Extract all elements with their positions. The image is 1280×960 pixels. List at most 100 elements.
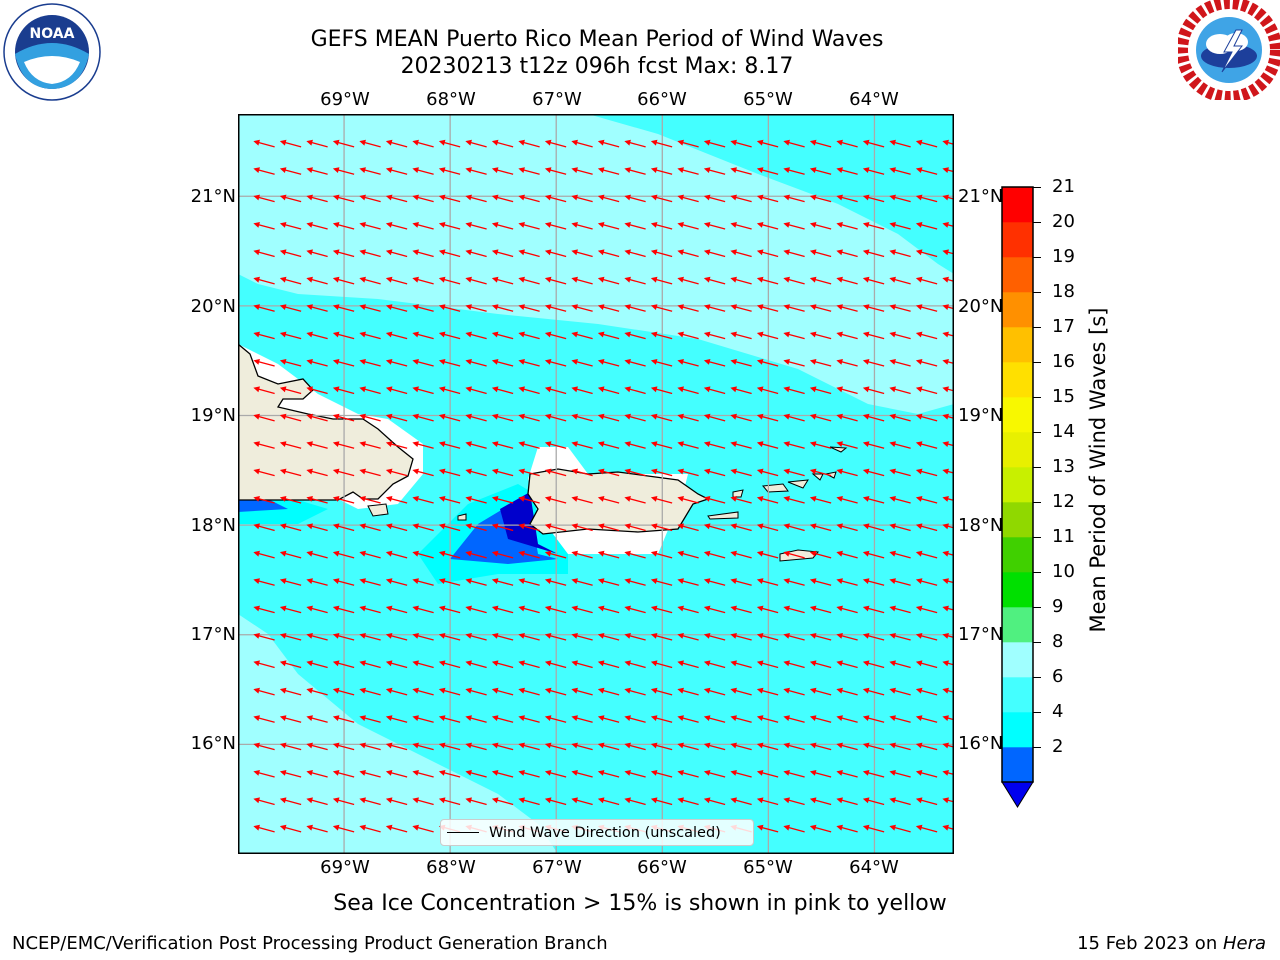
wind-wave-arrow bbox=[385, 167, 408, 175]
wind-wave-arrow bbox=[571, 167, 593, 175]
wind-wave-arrow bbox=[571, 249, 593, 258]
wind-wave-arrow bbox=[306, 468, 328, 477]
wind-wave-arrow bbox=[650, 605, 673, 614]
wind-wave-arrow bbox=[677, 249, 699, 258]
wind-wave-arrow bbox=[306, 578, 328, 586]
wind-wave-arrow bbox=[332, 715, 355, 723]
colorbar-tick-label: 10 bbox=[1052, 561, 1075, 582]
colorbar-tick-mark bbox=[1033, 326, 1041, 328]
wind-wave-arrow bbox=[253, 441, 275, 449]
wind-wave-arrow bbox=[491, 797, 514, 806]
wind-wave-arrow bbox=[544, 304, 567, 312]
wind-wave-arrow bbox=[624, 687, 646, 696]
wind-wave-arrow bbox=[730, 359, 752, 367]
wind-wave-arrow bbox=[438, 715, 461, 723]
wind-wave-arrow bbox=[889, 742, 911, 751]
wind-wave-arrow bbox=[889, 304, 911, 312]
wind-wave-arrow bbox=[730, 276, 752, 285]
wind-wave-arrow bbox=[836, 496, 858, 504]
wind-wave-arrow bbox=[253, 550, 275, 559]
wind-wave-arrow bbox=[703, 687, 726, 696]
vieques-island bbox=[707, 511, 739, 520]
wind-wave-arrow bbox=[597, 660, 620, 669]
wind-wave-arrow bbox=[703, 386, 726, 395]
wind-wave-arrow bbox=[571, 633, 593, 641]
wind-wave-arrow bbox=[889, 770, 911, 778]
wind-wave-arrow bbox=[836, 413, 858, 422]
wind-wave-arrow bbox=[862, 331, 885, 340]
wind-wave-arrow bbox=[412, 167, 434, 175]
colorbar-segment bbox=[1002, 467, 1033, 503]
wind-wave-arrow bbox=[253, 167, 275, 175]
wind-wave-arrow bbox=[518, 742, 540, 751]
lat-label-left: 21°N bbox=[190, 186, 236, 207]
wind-wave-arrow bbox=[279, 167, 302, 175]
wind-wave-arrow bbox=[279, 715, 302, 723]
wind-wave-arrow bbox=[756, 331, 779, 340]
lon-label-top: 69°W bbox=[320, 89, 370, 110]
footer-machine: Hera bbox=[1222, 933, 1266, 954]
lon-label-top: 66°W bbox=[637, 89, 687, 110]
wind-wave-arrow bbox=[438, 167, 461, 175]
wind-wave-arrow bbox=[253, 687, 275, 696]
wind-wave-arrow bbox=[597, 715, 620, 723]
wind-wave-arrow bbox=[385, 276, 408, 285]
wind-wave-arrow bbox=[359, 578, 381, 586]
wind-wave-arrow bbox=[465, 715, 487, 723]
lat-label-right: 16°N bbox=[958, 733, 1004, 754]
wind-wave-arrow bbox=[730, 222, 752, 230]
wind-wave-arrow bbox=[279, 139, 302, 148]
wind-wave-arrow bbox=[544, 496, 567, 504]
wind-wave-arrow bbox=[836, 167, 858, 175]
wind-wave-arrow bbox=[915, 496, 938, 504]
wind-wave-arrow bbox=[624, 578, 646, 586]
wind-wave-arrow bbox=[730, 441, 752, 449]
wind-wave-arrow bbox=[836, 770, 858, 778]
wind-wave-arrow bbox=[862, 276, 885, 285]
colorbar-segment bbox=[1002, 222, 1033, 258]
wind-wave-arrow bbox=[438, 249, 461, 258]
wind-wave-arrow bbox=[783, 331, 805, 340]
wind-wave-arrow bbox=[359, 687, 381, 696]
wind-wave-arrow bbox=[942, 331, 954, 340]
wind-wave-arrow bbox=[279, 633, 302, 641]
wind-wave-arrow bbox=[703, 304, 726, 312]
wind-wave-arrow bbox=[730, 194, 752, 203]
colorbar-tick-label: 8 bbox=[1052, 631, 1064, 652]
wind-wave-arrow bbox=[544, 715, 567, 723]
mona-island bbox=[457, 513, 467, 521]
wind-wave-arrow bbox=[412, 249, 434, 258]
lon-label-bottom: 68°W bbox=[426, 857, 476, 878]
wind-wave-arrow bbox=[306, 222, 328, 230]
colorbar-segment bbox=[1002, 362, 1033, 398]
wind-wave-arrow bbox=[730, 413, 752, 422]
wind-wave-arrow bbox=[756, 194, 779, 203]
wind-wave-arrow bbox=[544, 523, 567, 532]
wind-wave-arrow bbox=[624, 359, 646, 367]
wind-wave-arrow bbox=[889, 660, 911, 669]
wind-wave-arrow bbox=[253, 605, 275, 614]
wind-wave-arrow bbox=[571, 441, 593, 449]
wind-wave-arrow bbox=[624, 797, 646, 806]
wind-wave-arrow bbox=[438, 194, 461, 203]
wind-wave-arrow bbox=[412, 139, 434, 148]
wind-wave-arrow bbox=[279, 797, 302, 806]
wind-wave-arrow bbox=[465, 523, 487, 532]
wind-wave-arrow bbox=[942, 386, 954, 395]
wind-wave-arrow bbox=[518, 770, 540, 778]
wind-wave-arrow bbox=[756, 496, 779, 504]
wind-wave-arrow bbox=[518, 413, 540, 422]
wind-wave-arrow bbox=[385, 523, 408, 532]
wind-wave-arrow bbox=[915, 742, 938, 751]
wind-wave-arrow bbox=[809, 824, 832, 833]
wind-wave-arrow bbox=[756, 660, 779, 669]
wind-wave-arrow bbox=[359, 742, 381, 751]
wind-wave-arrow bbox=[412, 194, 434, 203]
period-band-2-4 bbox=[450, 494, 558, 564]
wind-wave-arrow bbox=[862, 222, 885, 230]
wind-wave-arrow bbox=[756, 550, 779, 559]
wind-wave-arrow bbox=[491, 468, 514, 477]
wind-wave-arrow bbox=[332, 605, 355, 614]
wind-wave-arrow bbox=[332, 578, 355, 586]
wind-wave-arrow bbox=[438, 770, 461, 778]
